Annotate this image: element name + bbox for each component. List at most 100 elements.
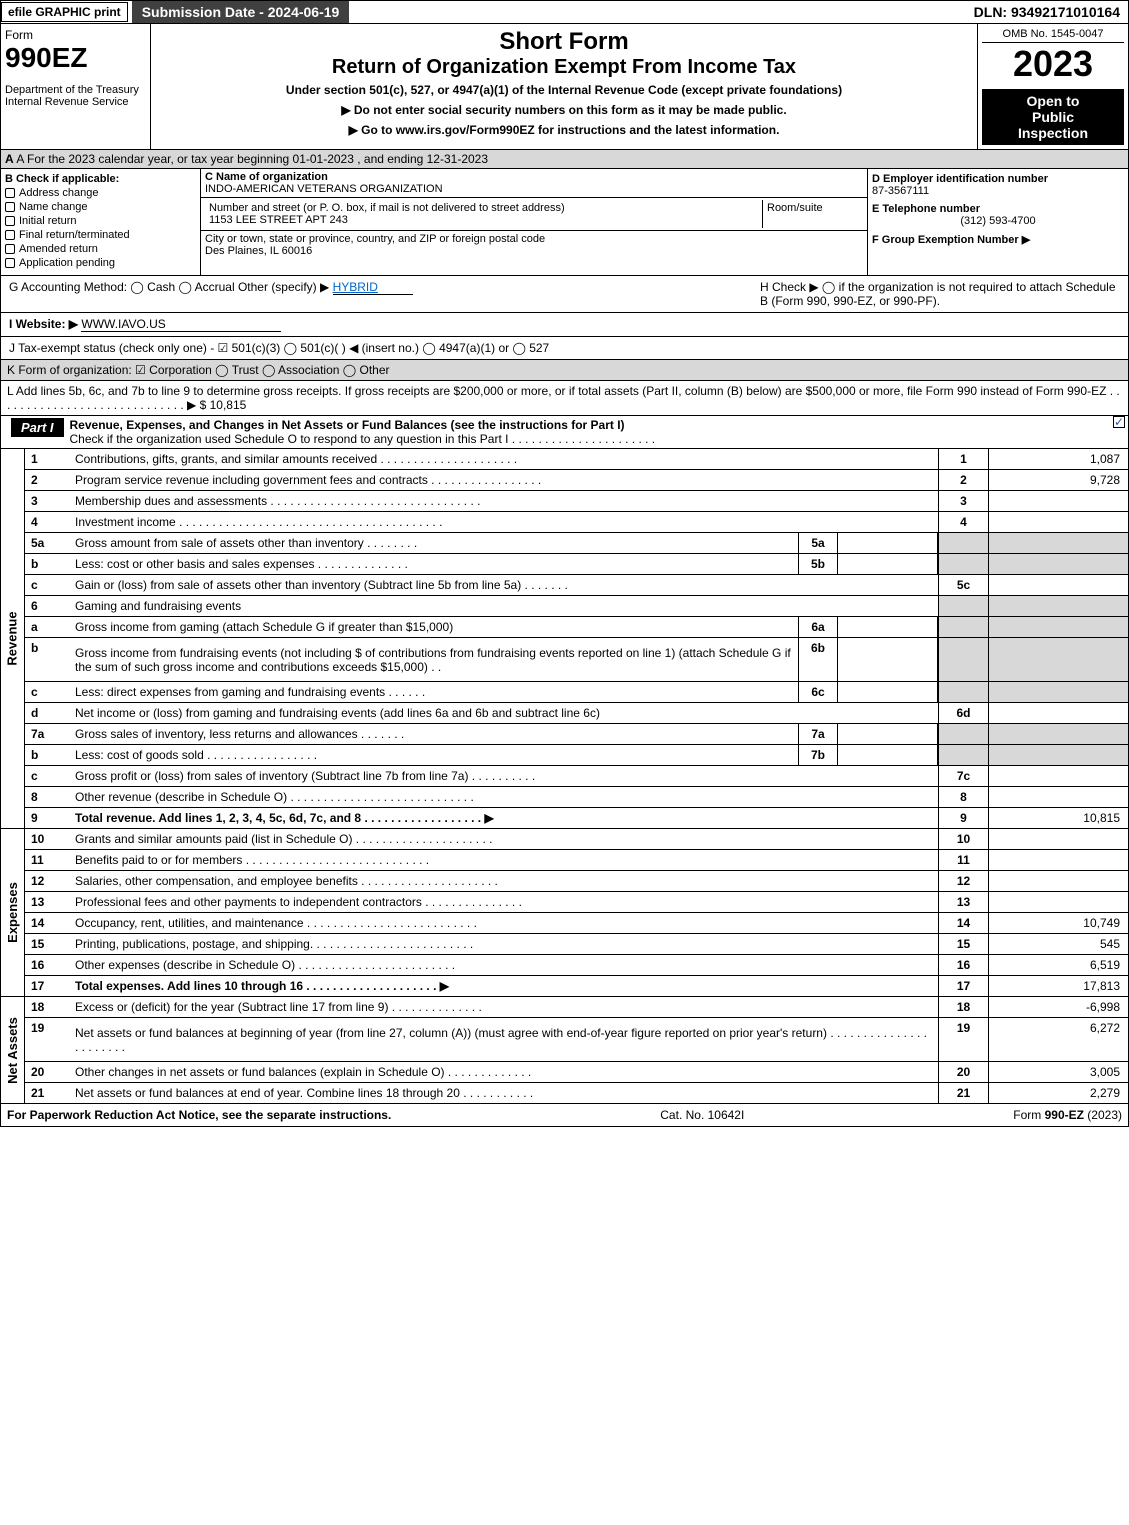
line-box: 15 — [938, 934, 988, 954]
line-box: 7c — [938, 766, 988, 786]
part1-schedule-o-checkbox[interactable] — [1113, 416, 1125, 428]
sub-line-box: 7b — [798, 745, 838, 765]
line-box — [938, 638, 988, 681]
section-a: A A For the 2023 calendar year, or tax y… — [0, 150, 1129, 169]
ssn-note: ▶ Do not enter social security numbers o… — [155, 103, 973, 117]
open-line3: Inspection — [986, 125, 1120, 141]
section-k: K Form of organization: ☑ Corporation ◯ … — [0, 360, 1129, 381]
line-amount — [988, 745, 1128, 765]
line-amount: 6,272 — [988, 1018, 1128, 1061]
sub-line-amount — [838, 554, 938, 574]
line-row: 12Salaries, other compensation, and empl… — [25, 871, 1128, 892]
section-c: C Name of organization INDO-AMERICAN VET… — [201, 169, 868, 275]
line-number: b — [25, 745, 69, 765]
line-number: c — [25, 766, 69, 786]
line-description: Membership dues and assessments . . . . … — [69, 491, 938, 511]
line-description: Grants and similar amounts paid (list in… — [69, 829, 938, 849]
line-amount: 3,005 — [988, 1062, 1128, 1082]
line-amount: 17,813 — [988, 976, 1128, 996]
line-description: Excess or (deficit) for the year (Subtra… — [69, 997, 938, 1017]
part1-subtitle: Check if the organization used Schedule … — [70, 432, 656, 446]
sub-line-amount — [838, 638, 938, 681]
line-box: 2 — [938, 470, 988, 490]
line-number: 1 — [25, 449, 69, 469]
dln: DLN: 93492171010164 — [966, 2, 1128, 22]
accounting-method: G Accounting Method: ◯ Cash ◯ Accrual Ot… — [9, 280, 329, 294]
line-row: bLess: cost of goods sold . . . . . . . … — [25, 745, 1128, 766]
line-number: 9 — [25, 808, 69, 828]
meta-block: G Accounting Method: ◯ Cash ◯ Accrual Ot… — [0, 276, 1129, 360]
line-description: Occupancy, rent, utilities, and maintena… — [69, 913, 938, 933]
section-j: J Tax-exempt status (check only one) - ☑… — [1, 337, 1128, 359]
line-amount — [988, 554, 1128, 574]
checkbox-address-change[interactable] — [5, 188, 15, 198]
org-name-label: C Name of organization — [205, 171, 863, 183]
line-box — [938, 554, 988, 574]
city-value: Des Plaines, IL 60016 — [205, 245, 863, 257]
line-description: Salaries, other compensation, and employ… — [69, 871, 938, 891]
line-box: 12 — [938, 871, 988, 891]
line-number: b — [25, 554, 69, 574]
line-amount: 2,279 — [988, 1083, 1128, 1103]
form-number: 990EZ — [5, 42, 146, 74]
checkbox-amended-return[interactable] — [5, 244, 15, 254]
line-number: 11 — [25, 850, 69, 870]
checkbox-initial-return[interactable] — [5, 216, 15, 226]
sub-line-box: 6a — [798, 617, 838, 637]
part1-title: Revenue, Expenses, and Changes in Net As… — [70, 418, 625, 432]
line-number: 3 — [25, 491, 69, 511]
line-number: 8 — [25, 787, 69, 807]
line-description: Gross profit or (loss) from sales of inv… — [69, 766, 938, 786]
line-description: Gaming and fundraising events — [69, 596, 938, 616]
line-row: bGross income from fundraising events (n… — [25, 638, 1128, 682]
checkbox-name-change[interactable] — [5, 202, 15, 212]
top-bar: efile GRAPHIC print Submission Date - 20… — [0, 0, 1129, 24]
part1-header: Part I Revenue, Expenses, and Changes in… — [0, 416, 1129, 449]
line-box: 13 — [938, 892, 988, 912]
opt-application-pending: Application pending — [19, 257, 115, 269]
checkbox-final-return[interactable] — [5, 230, 15, 240]
line-amount: 9,728 — [988, 470, 1128, 490]
line-description: Total expenses. Add lines 10 through 16 … — [69, 976, 938, 996]
line-description: Benefits paid to or for members . . . . … — [69, 850, 938, 870]
line-amount — [988, 829, 1128, 849]
line-description: Other revenue (describe in Schedule O) .… — [69, 787, 938, 807]
line-amount: 10,749 — [988, 913, 1128, 933]
info-grid: B Check if applicable: Address change Na… — [0, 169, 1129, 276]
line-amount — [988, 575, 1128, 595]
line-row: bLess: cost or other basis and sales exp… — [25, 554, 1128, 575]
line-row: 15Printing, publications, postage, and s… — [25, 934, 1128, 955]
line-box — [938, 596, 988, 616]
netassets-section: Net Assets 18Excess or (deficit) for the… — [0, 997, 1129, 1104]
section-d-e-f: D Employer identification number 87-3567… — [868, 169, 1128, 275]
line-box: 19 — [938, 1018, 988, 1061]
line-amount — [988, 682, 1128, 702]
sub-line-amount — [838, 745, 938, 765]
line-box — [938, 745, 988, 765]
efile-print-button[interactable]: efile GRAPHIC print — [1, 2, 128, 22]
line-box: 10 — [938, 829, 988, 849]
line-number: 4 — [25, 512, 69, 532]
line-row: 13Professional fees and other payments t… — [25, 892, 1128, 913]
short-form-title: Short Form — [155, 28, 973, 56]
line-number: 10 — [25, 829, 69, 849]
goto-link[interactable]: ▶ Go to www.irs.gov/Form990EZ for instru… — [155, 123, 973, 137]
line-row: 16Other expenses (describe in Schedule O… — [25, 955, 1128, 976]
line-amount: 10,815 — [988, 808, 1128, 828]
line-amount: 6,519 — [988, 955, 1128, 975]
line-amount — [988, 638, 1128, 681]
line-row: cGross profit or (loss) from sales of in… — [25, 766, 1128, 787]
opt-name-change: Name change — [19, 201, 88, 213]
website-label: I Website: ▶ — [9, 317, 78, 331]
line-number: b — [25, 638, 69, 681]
section-b: B Check if applicable: Address change Na… — [1, 169, 201, 275]
line-row: 19Net assets or fund balances at beginni… — [25, 1018, 1128, 1062]
line-amount: 545 — [988, 934, 1128, 954]
part1-badge: Part I — [11, 418, 64, 437]
form-header: Form 990EZ Department of the Treasury In… — [0, 24, 1129, 150]
line-box: 11 — [938, 850, 988, 870]
revenue-section: Revenue 1Contributions, gifts, grants, a… — [0, 449, 1129, 829]
checkbox-application-pending[interactable] — [5, 258, 15, 268]
expenses-section: Expenses 10Grants and similar amounts pa… — [0, 829, 1129, 997]
line-row: dNet income or (loss) from gaming and fu… — [25, 703, 1128, 724]
